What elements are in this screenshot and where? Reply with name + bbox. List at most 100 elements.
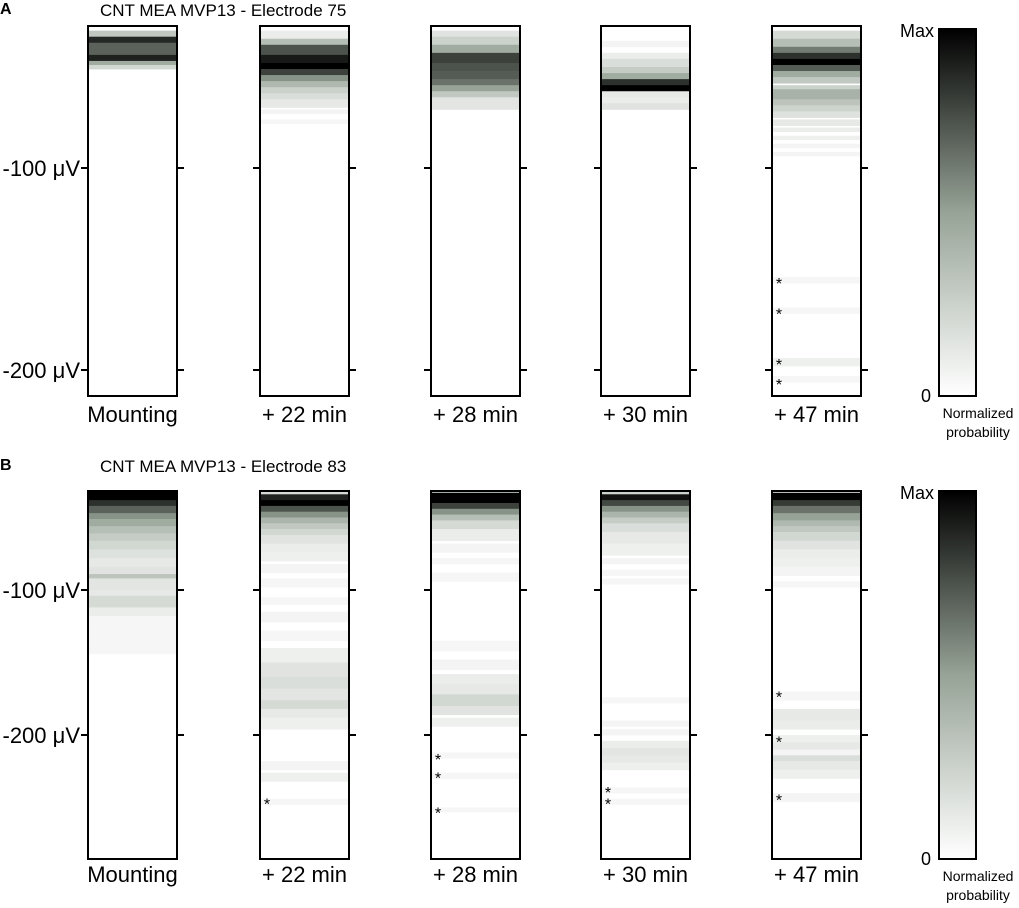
y-tick-label: -100 μV bbox=[3, 578, 81, 603]
colorbar-caption: Normalized bbox=[943, 868, 1014, 884]
probability-band bbox=[88, 607, 177, 617]
probability-band bbox=[431, 492, 520, 504]
probability-band bbox=[772, 143, 861, 149]
probability-band bbox=[260, 648, 349, 663]
probability-band bbox=[772, 135, 861, 141]
probability-band bbox=[260, 761, 349, 771]
probability-band bbox=[772, 532, 861, 542]
probability-band bbox=[772, 77, 861, 84]
probability-band bbox=[88, 526, 177, 534]
probability-band bbox=[88, 513, 177, 520]
probability-band bbox=[601, 52, 690, 60]
column-label: + 47 min bbox=[774, 862, 859, 887]
colorbar-max-label: Max bbox=[900, 21, 934, 41]
probability-band bbox=[260, 677, 349, 689]
probability-band bbox=[260, 630, 349, 642]
probability-band bbox=[260, 563, 349, 573]
probability-band bbox=[88, 574, 177, 579]
probability-band bbox=[601, 523, 690, 533]
column-3: * * * + 28 min bbox=[424, 490, 527, 887]
column-frame bbox=[259, 25, 350, 397]
colorbar-caption: probability bbox=[946, 424, 1010, 440]
column-5: * * * + 47 min bbox=[765, 490, 868, 887]
probability-band bbox=[431, 85, 520, 92]
probability-band bbox=[260, 529, 349, 536]
probability-band bbox=[88, 558, 177, 568]
probability-band bbox=[88, 60, 177, 66]
column-frame bbox=[259, 490, 350, 860]
probability-band bbox=[260, 500, 349, 507]
probability-band bbox=[260, 552, 349, 562]
probability-band bbox=[772, 520, 861, 527]
probability-band bbox=[772, 540, 861, 550]
probability-band bbox=[772, 749, 861, 756]
probability-band bbox=[260, 717, 349, 730]
probability-band bbox=[88, 500, 177, 507]
colorbar-min-label: 0 bbox=[921, 849, 931, 869]
column-label: Mounting bbox=[87, 862, 178, 887]
y-tick-label: -100 μV bbox=[3, 156, 81, 181]
asterisk-marker: * bbox=[264, 797, 270, 814]
probability-band bbox=[260, 69, 349, 76]
column-frame bbox=[430, 490, 521, 860]
probability-band bbox=[772, 549, 861, 559]
probability-band bbox=[88, 533, 177, 542]
probability-band bbox=[88, 595, 177, 608]
probability-band bbox=[431, 706, 520, 716]
probability-band bbox=[601, 85, 690, 92]
asterisk-marker: * bbox=[776, 357, 782, 374]
probability-band bbox=[772, 38, 861, 48]
probability-band bbox=[601, 40, 690, 48]
probability-band bbox=[772, 558, 861, 568]
probability-band bbox=[601, 755, 690, 763]
column-frame bbox=[600, 490, 691, 860]
probability-band bbox=[431, 674, 520, 685]
probability-band bbox=[772, 566, 861, 576]
column-1: Mounting bbox=[81, 490, 184, 887]
probability-band bbox=[772, 151, 861, 157]
probability-band bbox=[260, 87, 349, 94]
probability-band bbox=[260, 494, 349, 501]
column-label: + 30 min bbox=[603, 402, 688, 427]
colorbar-max-label: Max bbox=[900, 483, 934, 503]
probability-band bbox=[772, 46, 861, 54]
probability-band bbox=[88, 590, 177, 597]
probability-band bbox=[431, 694, 520, 707]
probability-band bbox=[88, 491, 177, 501]
probability-band bbox=[431, 97, 520, 110]
probability-band bbox=[601, 578, 690, 585]
probability-band bbox=[601, 532, 690, 544]
column-frame bbox=[600, 25, 691, 397]
column-3: + 28 min bbox=[424, 25, 527, 427]
probability-band bbox=[431, 558, 520, 565]
probability-band bbox=[772, 376, 861, 383]
column-label: + 47 min bbox=[774, 402, 859, 427]
probability-band bbox=[601, 97, 690, 104]
probability-band bbox=[772, 277, 861, 284]
probability-band bbox=[260, 119, 349, 124]
probability-band bbox=[260, 505, 349, 513]
probability-band bbox=[601, 67, 690, 74]
probability-band bbox=[260, 30, 349, 40]
probability-band bbox=[772, 742, 861, 750]
asterisk-marker: * bbox=[776, 792, 782, 809]
column-4: + 30 min bbox=[594, 25, 697, 427]
probability-band bbox=[260, 688, 349, 701]
probability-band bbox=[260, 597, 349, 605]
probability-band bbox=[431, 71, 520, 80]
probability-band bbox=[260, 534, 349, 544]
probability-band bbox=[88, 518, 177, 527]
probability-band bbox=[88, 64, 177, 70]
probability-band bbox=[260, 543, 349, 553]
probability-band bbox=[601, 491, 690, 495]
probability-band bbox=[260, 708, 349, 718]
panel-b: B CNT MEA MVP13 - Electrode 83 -100 μV -200… bbox=[0, 457, 1013, 903]
probability-band bbox=[431, 717, 520, 727]
probability-band bbox=[260, 44, 349, 56]
probability-band bbox=[601, 740, 690, 749]
probability-band bbox=[260, 54, 349, 64]
probability-band bbox=[260, 511, 349, 518]
probability-band bbox=[772, 89, 861, 100]
colorbar-gradient bbox=[938, 490, 977, 860]
probability-band bbox=[601, 748, 690, 756]
